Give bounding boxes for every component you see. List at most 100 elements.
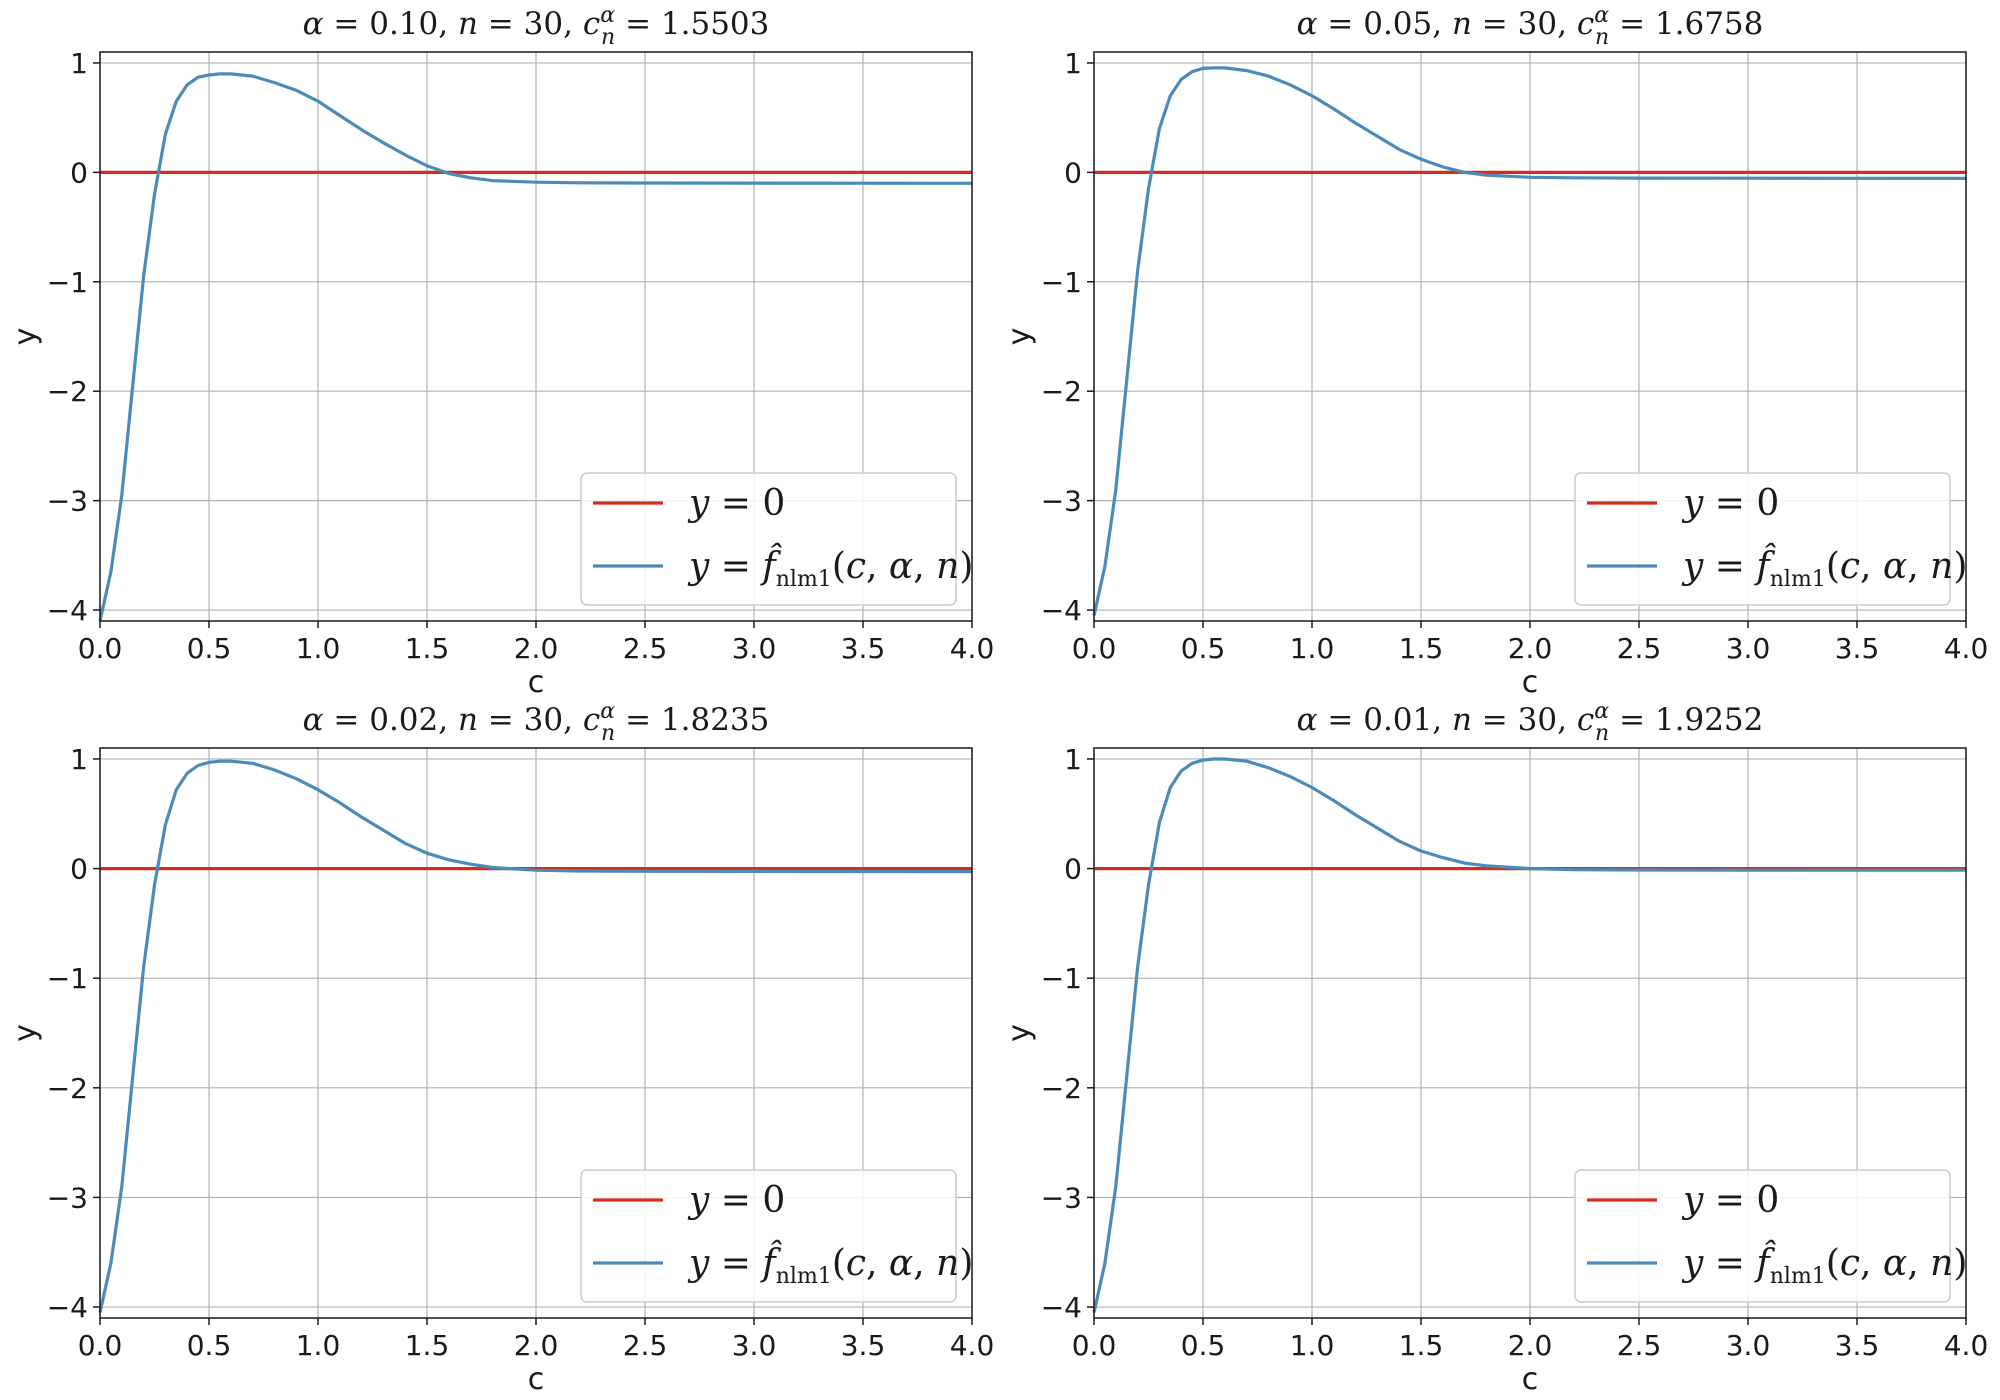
title-alpha-value: 0.05 [1363, 6, 1432, 42]
y-tick-label: 1 [1064, 743, 1082, 776]
y-tick-label: 1 [70, 47, 88, 80]
title-n-value: 30 [1518, 702, 1557, 738]
subplot-2: α = 0.05, n = 30, cα n = 1.6758 0.0 0.5 1.0 1… [1002, 3, 1988, 700]
subplot-1: α = 0.10, n = 30, cα n = 1.5503 0.0 0.5 1.0 1… [8, 3, 994, 700]
x-axis-label: c [528, 665, 545, 700]
title-c-value: 1.8235 [661, 702, 769, 738]
x-tick-label: 3.0 [1726, 1329, 1771, 1362]
y-tick-label: −1 [47, 962, 88, 995]
x-tick-label: 3.0 [732, 632, 777, 665]
y-tick-label: −3 [47, 1181, 88, 1214]
y-tick-label: −4 [1041, 1291, 1082, 1324]
y-tick-label: 1 [70, 743, 88, 776]
y-tick-label: −4 [47, 1291, 88, 1324]
legend-label-y-zero: y = 0 [687, 483, 785, 524]
x-tick-label: 0.0 [1072, 632, 1117, 665]
x-tick-label: 2.5 [1617, 1329, 1662, 1362]
y-tick-label: −1 [1041, 266, 1082, 299]
y-axis-label: y [8, 1024, 43, 1042]
series-line-f-hat [98, 759, 973, 1313]
title-c-value: 1.6758 [1655, 6, 1763, 42]
x-tick-label: 1.5 [405, 1329, 450, 1362]
legend-label-y-zero: y = 0 [687, 1180, 785, 1221]
y-tick-label: 0 [70, 156, 88, 189]
y-tick-label: −2 [1041, 375, 1082, 408]
x-tick-label: 2.0 [514, 1329, 559, 1362]
y-tick-label: 0 [1064, 156, 1082, 189]
x-tick-label: 0.5 [187, 632, 232, 665]
x-tick-label: 3.0 [1726, 632, 1771, 665]
legend: y = 0 y = f̂nlm1(c, α, n) [580, 472, 973, 606]
title-c-value: 1.9252 [1655, 702, 1763, 738]
x-tick-label: 1.0 [1290, 1329, 1335, 1362]
y-tick-label: −2 [47, 375, 88, 408]
title-alpha-value: 0.01 [1363, 702, 1432, 738]
x-tick-label: 0.5 [1181, 1329, 1226, 1362]
x-tick-label: 2.5 [1617, 632, 1662, 665]
subplot-title: α = 0.01, n = 30, cα n = 1.9252 [1297, 699, 1764, 746]
x-tick-label: 3.5 [1835, 632, 1880, 665]
y-tick-label: −1 [47, 266, 88, 299]
y-tick-label: −3 [1041, 1181, 1082, 1214]
legend: y = 0y = f̂nlm1(c, α, n) [1574, 1169, 1967, 1303]
x-tick-label: 3.0 [732, 1329, 777, 1362]
x-tick-label: 1.5 [1399, 632, 1444, 665]
title-alpha-value: 0.10 [369, 6, 438, 42]
x-tick-label: 2.0 [514, 632, 559, 665]
y-tick-label: −1 [1041, 962, 1082, 995]
x-tick-label: 0.5 [187, 1329, 232, 1362]
x-tick-label: 4.0 [1944, 632, 1989, 665]
y-tick-label: −2 [1041, 1072, 1082, 1105]
legend-box [1574, 1169, 1951, 1303]
legend: y = 0y = f̂nlm1(c, α, n) [1574, 472, 1967, 606]
legend: y = 0y = f̂nlm1(c, α, n) [580, 1169, 973, 1303]
y-tick-label: −3 [1041, 485, 1082, 518]
y-axis-label: y [8, 328, 43, 346]
x-tick-label: 3.5 [841, 632, 886, 665]
title-alpha-value: 0.02 [369, 702, 438, 738]
legend-label-f-hat: y = f̂nlm1(c, α, n) [687, 543, 973, 592]
x-tick-label: 0.0 [78, 632, 123, 665]
series-line-f-hat [98, 72, 973, 622]
subplot-3: α = 0.02, n = 30, cα n = 1.8235 0.0 0.5 1.0 1… [8, 699, 994, 1397]
legend-box [1574, 472, 1951, 606]
x-tick-label: 2.0 [1508, 632, 1553, 665]
x-tick-label: 1.0 [296, 632, 341, 665]
x-tick-label: 4.0 [1944, 1329, 1989, 1362]
legend-label-y-zero: y = 0 [1681, 483, 1779, 524]
y-tick-label: −2 [47, 1072, 88, 1105]
x-axis-label: c [528, 1362, 545, 1397]
legend-box [580, 472, 957, 606]
x-tick-label: 0.0 [1072, 1329, 1117, 1362]
x-tick-label: 2.5 [623, 632, 668, 665]
title-n-value: 30 [524, 6, 563, 42]
series-line-f-hat [1092, 757, 1966, 1313]
x-tick-label: 1.0 [296, 1329, 341, 1362]
x-tick-label: 0.0 [78, 1329, 123, 1362]
title-n-value: 30 [524, 702, 563, 738]
x-tick-label: 1.5 [405, 632, 450, 665]
subplot-title: α = 0.02, n = 30, cα n = 1.8235 [303, 699, 770, 746]
y-tick-label: −3 [47, 485, 88, 518]
y-tick-label: 0 [70, 853, 88, 886]
x-axis-label: c [1522, 1362, 1539, 1397]
x-tick-label: 3.5 [1835, 1329, 1880, 1362]
x-tick-label: 2.5 [623, 1329, 668, 1362]
title-n-value: 30 [1518, 6, 1557, 42]
y-tick-label: 1 [1064, 47, 1082, 80]
y-axis-label: y [1002, 1024, 1037, 1042]
subplot-title: α = 0.10, n = 30, cα n = 1.5503 [303, 3, 770, 50]
y-tick-label: −4 [47, 594, 88, 627]
x-tick-label: 1.0 [1290, 632, 1335, 665]
x-tick-label: 0.5 [1181, 632, 1226, 665]
y-tick-label: 0 [1064, 853, 1082, 886]
x-tick-label: 2.0 [1508, 1329, 1553, 1362]
series-line-f-hat [1092, 66, 1967, 616]
legend-box [580, 1169, 957, 1303]
x-tick-label: 3.5 [841, 1329, 886, 1362]
y-tick-label: −4 [1041, 594, 1082, 627]
x-tick-label: 1.5 [1399, 1329, 1444, 1362]
subplot-4: α = 0.01, n = 30, cα n = 1.9252 0.0 0.5 1.0 1… [1002, 699, 1988, 1397]
x-tick-label: 4.0 [950, 632, 995, 665]
